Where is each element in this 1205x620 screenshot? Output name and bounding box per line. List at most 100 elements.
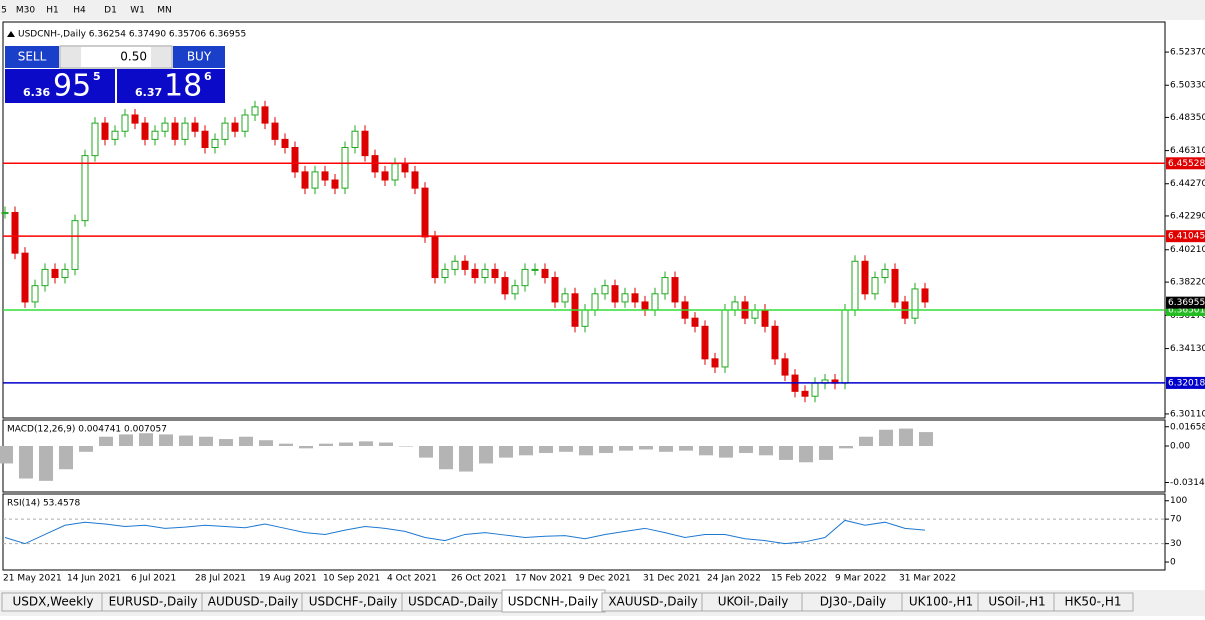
- timeframe-button[interactable]: 5: [1, 6, 7, 16]
- macd-bar: [399, 446, 413, 447]
- y-tick-label: 6.30110: [1170, 409, 1205, 419]
- collapse-icon[interactable]: [7, 31, 15, 37]
- candle: [761, 309, 769, 327]
- tab-label: USDX,Weekly: [13, 595, 94, 609]
- candle: [431, 236, 439, 279]
- macd-bar: [59, 446, 73, 470]
- tab-label: UK100-,H1: [909, 595, 973, 609]
- lot-up[interactable]: [151, 47, 171, 67]
- sell-button[interactable]: [5, 46, 59, 68]
- candle: [91, 122, 99, 157]
- y-tick-label: 6.38220: [1170, 278, 1205, 288]
- price-level-label: 6.32018: [1168, 378, 1205, 388]
- timeframe-button[interactable]: MN: [157, 6, 172, 16]
- lot-input[interactable]: [59, 45, 173, 69]
- candle: [121, 114, 129, 132]
- buy-button[interactable]: [173, 46, 225, 68]
- macd-bar: [99, 436, 113, 447]
- candle: [41, 268, 49, 287]
- candle: [671, 277, 679, 303]
- candle: [311, 171, 319, 189]
- candle: [921, 288, 929, 303]
- lot-down[interactable]: [61, 47, 81, 67]
- timeframe-button[interactable]: M30: [16, 6, 35, 16]
- tab-label: EURUSD-,Daily: [109, 595, 198, 609]
- x-tick-label: 10 Sep 2021: [323, 574, 380, 584]
- ask-small: 6: [204, 70, 212, 83]
- tab-label: USDCHF-,Daily: [309, 595, 397, 609]
- timeframe-button[interactable]: W1: [130, 6, 145, 16]
- candle: [771, 325, 779, 360]
- candle: [361, 130, 369, 157]
- candle: [461, 260, 469, 270]
- y-tick-label: 6.50330: [1170, 81, 1205, 91]
- candle: [201, 130, 209, 148]
- macd-bar: [359, 441, 373, 447]
- candle: [211, 138, 219, 148]
- macd-bar: [299, 446, 313, 449]
- y-tick-label: 6.44270: [1170, 179, 1205, 189]
- candle: [71, 220, 79, 270]
- macd-bar: [699, 446, 713, 456]
- candle: [841, 309, 849, 384]
- timeframe-button[interactable]: D1: [104, 6, 117, 16]
- candle: [191, 122, 199, 132]
- macd-bar: [759, 446, 773, 456]
- bid-big: 6.36: [23, 86, 50, 99]
- candle: [781, 358, 789, 376]
- candle: [661, 277, 669, 295]
- y-tick-label: 0.016586: [1170, 422, 1205, 432]
- candle: [711, 358, 719, 368]
- candle: [281, 138, 289, 148]
- candle: [531, 268, 539, 271]
- candle: [801, 390, 809, 397]
- macd-bar: [79, 446, 93, 452]
- candle: [351, 130, 359, 148]
- sell-label: SELL: [18, 50, 47, 64]
- candle: [621, 293, 629, 303]
- candle: [391, 163, 399, 181]
- price-level-label: 6.36501: [1168, 306, 1205, 316]
- candle: [691, 317, 699, 327]
- candle: [451, 260, 459, 270]
- macd-bar: [779, 446, 793, 460]
- macd-bar: [559, 446, 573, 452]
- macd-bar: [379, 442, 393, 447]
- y-tick-label: -0.03142: [1170, 478, 1205, 488]
- macd-bar: [239, 436, 253, 447]
- ask-box[interactable]: [117, 69, 225, 103]
- ask-main: 18: [164, 69, 202, 104]
- tab-label: XAUUSD-,Daily: [608, 595, 697, 609]
- y-tick-label: 6.34130: [1170, 344, 1205, 354]
- candle: [591, 293, 599, 311]
- candle: [811, 382, 819, 397]
- candle: [891, 268, 899, 303]
- macd-bar: [899, 428, 913, 447]
- macd-bar: [799, 446, 813, 463]
- macd-bar: [739, 446, 753, 453]
- bid-box[interactable]: [5, 69, 115, 103]
- macd-bar: [159, 434, 173, 447]
- tab-label: USDCAD-,Daily: [408, 595, 498, 609]
- macd-bar: [319, 443, 333, 447]
- macd-bar: [0, 446, 13, 464]
- candle: [11, 212, 19, 254]
- x-tick-label: 31 Dec 2021: [643, 574, 701, 584]
- y-tick-label: 6.42290: [1170, 211, 1205, 221]
- macd-bar: [479, 446, 493, 464]
- candle: [81, 155, 89, 222]
- macd-bar: [619, 446, 633, 451]
- current-price-tag: [1166, 296, 1205, 309]
- candle: [321, 171, 329, 181]
- lot-value: 0.50: [120, 50, 147, 64]
- tab[interactable]: [1053, 592, 1134, 612]
- timeframe-button[interactable]: H4: [73, 6, 86, 16]
- candle: [911, 288, 919, 319]
- y-tick-label: 0.00: [1170, 442, 1190, 452]
- rsi-pane: [2, 493, 1166, 571]
- candle: [51, 268, 59, 279]
- timeframe-button[interactable]: H1: [46, 6, 59, 16]
- x-tick-label: 31 Mar 2022: [899, 574, 956, 584]
- y-tick-label: 0: [1170, 558, 1176, 568]
